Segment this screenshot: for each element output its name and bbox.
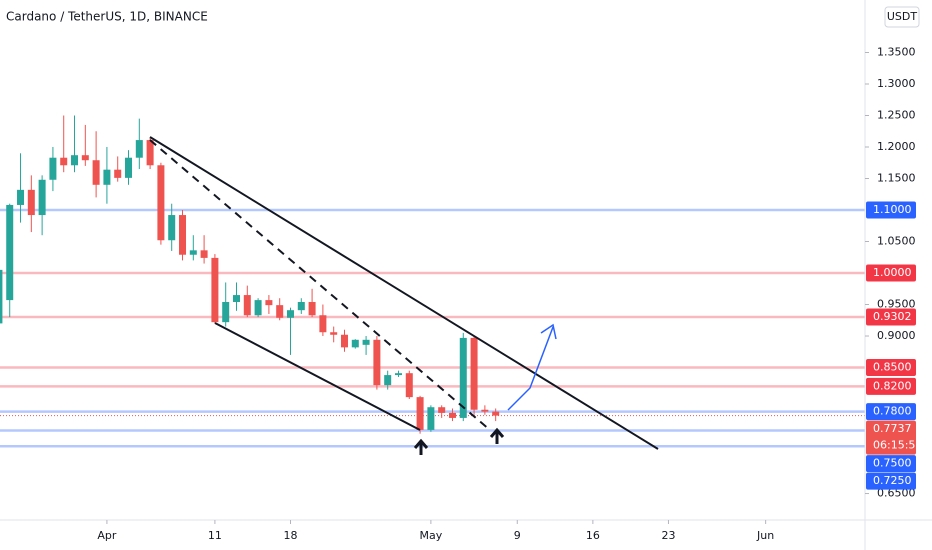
trend-line: [214, 322, 421, 431]
candle-body: [297, 301, 305, 311]
y-tick-label: 1.3500: [877, 45, 916, 58]
y-tick-label: 1.0500: [877, 235, 916, 248]
level-tag: [866, 308, 916, 326]
x-tick-label: May: [420, 529, 443, 542]
x-tick-label: 16: [586, 529, 600, 542]
level-tag: [866, 403, 916, 421]
candle-body: [103, 169, 111, 185]
level-tag: [866, 455, 916, 473]
candle-body: [146, 140, 154, 166]
candles: [0, 115, 500, 434]
y-tick-label: 0.9500: [877, 298, 916, 311]
level-label: 0.7800: [873, 405, 912, 418]
x-tick-label: Apr: [97, 529, 117, 542]
candle-body: [416, 397, 424, 430]
candle-body: [179, 215, 187, 255]
x-tick-label: 9: [514, 529, 521, 542]
candle-body: [351, 339, 359, 348]
candle-body: [125, 157, 133, 178]
candle-body: [0, 269, 3, 324]
candle-body: [448, 412, 456, 418]
level-label: 0.9302: [873, 310, 912, 323]
candle-body: [373, 339, 381, 386]
current-price-tag: [866, 420, 916, 455]
candle-body: [222, 301, 230, 323]
up-arrow: [413, 438, 429, 455]
up-arrow: [489, 427, 505, 444]
x-tick-label: Jun: [756, 529, 774, 542]
level-tag: [866, 377, 916, 395]
level-tag: [866, 472, 916, 490]
candle-body: [81, 155, 89, 161]
y-tick-label: 0.9000: [877, 329, 916, 342]
candle-body: [276, 305, 284, 318]
countdown: 06:15:51: [873, 439, 922, 452]
candle-body: [200, 250, 208, 258]
level-tag: [866, 201, 916, 219]
candle-body: [265, 300, 273, 306]
candle-body: [330, 332, 338, 335]
candle-body: [135, 140, 143, 158]
candle-body: [6, 204, 14, 301]
candle-body: [168, 215, 176, 241]
trend-line: [149, 136, 659, 450]
candle-body: [384, 375, 392, 386]
y-tick-label: 1.2000: [877, 140, 916, 153]
candle-body: [438, 407, 446, 413]
arrow-head: [540, 323, 557, 340]
chart-title: Cardano / TetherUS, 1D, BINANCE: [6, 10, 208, 24]
y-tick-label: 0.6500: [877, 487, 916, 500]
candle-body: [470, 337, 478, 410]
candle-body: [60, 157, 68, 166]
y-tick-label: 1.2500: [877, 108, 916, 121]
candle-body: [319, 315, 327, 333]
dashed-line: [149, 139, 491, 431]
candle-body: [114, 169, 122, 178]
candle-body: [232, 295, 240, 302]
candle-body: [92, 160, 100, 185]
candle-body: [254, 300, 262, 316]
candle-body: [481, 409, 489, 412]
level-label: 0.7500: [873, 457, 912, 470]
candle-body: [157, 165, 165, 241]
x-tick-label: 18: [283, 529, 297, 542]
level-tag: [866, 359, 916, 377]
candle-body: [211, 257, 219, 323]
candle-body: [459, 337, 467, 418]
level-label: 0.8200: [873, 379, 912, 392]
candle-body: [394, 373, 402, 376]
candle-body: [38, 179, 46, 216]
level-label: 0.7250: [873, 474, 912, 487]
candle-body: [405, 373, 413, 398]
currency-box[interactable]: [884, 6, 920, 28]
y-tick-label: 1.3000: [877, 77, 916, 90]
drawings: [149, 136, 659, 455]
current-price-label: 0.7737: [873, 422, 912, 435]
candle-body: [49, 157, 57, 180]
candle-body: [340, 334, 348, 348]
x-tick-label: 11: [208, 529, 222, 542]
candle-body: [286, 310, 294, 318]
projection-arrow: [507, 326, 554, 411]
level-label: 0.8500: [873, 361, 912, 374]
candle-body: [71, 155, 79, 166]
level-label: 1.0000: [873, 266, 912, 279]
candle-body: [362, 339, 370, 345]
candle-body: [189, 250, 197, 255]
level-label: 1.1000: [873, 203, 912, 216]
level-tag: [866, 264, 916, 282]
candle-body: [308, 301, 316, 316]
candle-body: [27, 189, 35, 216]
candle-body: [17, 189, 25, 205]
candle-body: [243, 295, 251, 316]
axes: 1.3500 1.3000 1.2500 1.2000 1.1500 1.0500 0.95…: [97, 45, 922, 542]
candle-body: [492, 411, 500, 416]
y-tick-label: 1.1500: [877, 171, 916, 184]
x-tick-label: 23: [661, 529, 675, 542]
currency[interactable]: USDT: [887, 10, 918, 23]
candle-body: [427, 407, 435, 430]
